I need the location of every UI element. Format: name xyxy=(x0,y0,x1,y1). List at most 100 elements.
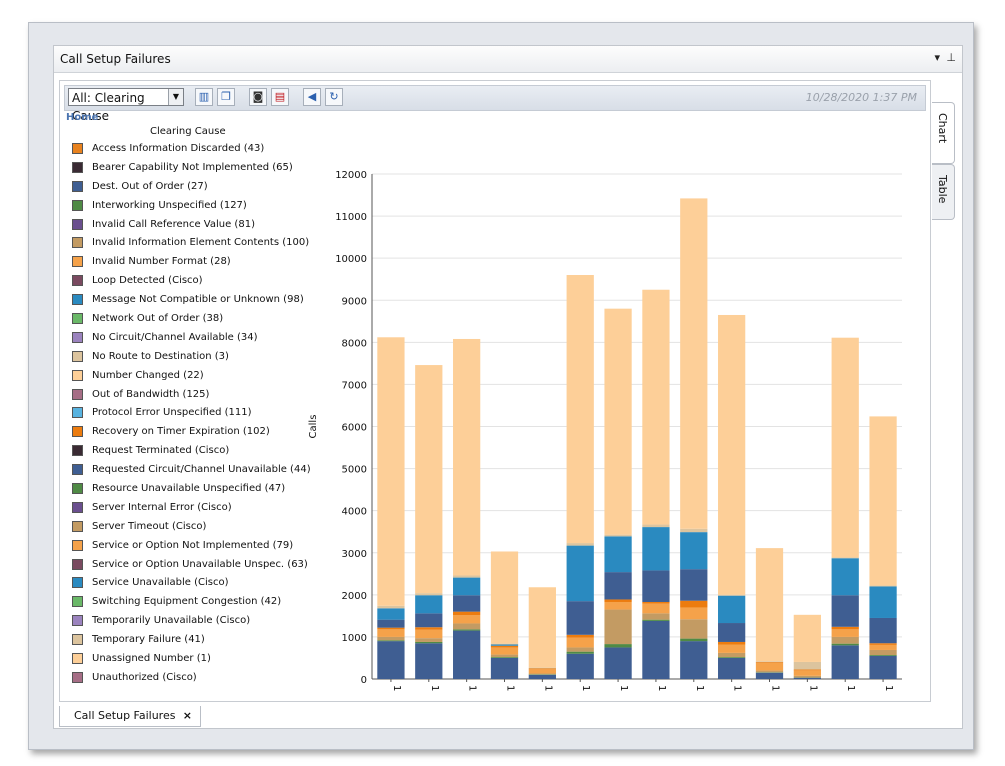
y-tick-label: 4000 xyxy=(342,507,367,518)
legend-item-label: Invalid Call Reference Value (81) xyxy=(92,218,255,230)
clearing-cause-select[interactable]: All: Clearing Cause ▼ xyxy=(68,88,184,123)
legend-swatch xyxy=(72,596,83,608)
bar-segment xyxy=(604,647,632,679)
legend-swatch xyxy=(72,313,83,325)
bar-chart-icon[interactable]: ▥ xyxy=(195,88,213,106)
close-icon[interactable]: × xyxy=(182,709,192,722)
refresh-icon[interactable]: ↻ xyxy=(325,88,343,106)
bar-segment xyxy=(566,634,594,638)
bar-segment xyxy=(869,655,897,656)
legend-item-label: Bearer Capability Not Implemented (65) xyxy=(92,161,293,173)
legend-swatch xyxy=(72,577,83,589)
toolbar: All: Clearing Cause ▼ ▥ ❐ ◙ ▤ ◀ ↻ 10/28/… xyxy=(64,85,926,123)
bar-segment xyxy=(718,657,746,679)
document-tab[interactable]: Call Setup Failures × xyxy=(59,706,201,727)
bar-segment xyxy=(415,638,443,642)
bar-segment xyxy=(642,524,670,528)
legend-item-label: Out of Bandwidth (125) xyxy=(92,388,210,400)
bar-segment xyxy=(718,657,746,658)
tab-table[interactable]: Table xyxy=(932,164,955,220)
bar-segment xyxy=(604,644,632,648)
bar-segment xyxy=(642,601,670,604)
legend-item-label: Unassigned Number (1) xyxy=(92,653,211,665)
bar-segment xyxy=(680,532,708,570)
chevron-down-icon[interactable]: ▾ xyxy=(934,51,940,64)
y-tick-label: 9000 xyxy=(342,296,367,307)
legend-item-label: Network Out of Order (38) xyxy=(92,313,224,325)
bar-segment xyxy=(680,528,708,533)
y-tick-label: 12000 xyxy=(335,170,367,181)
tab-chart-label: Chart xyxy=(936,113,949,144)
bar-segment xyxy=(642,289,670,525)
pin-icon[interactable]: ⊥ xyxy=(946,51,956,64)
bar-segment xyxy=(566,601,594,635)
bar-segment xyxy=(415,613,443,628)
bar-segment xyxy=(566,543,594,546)
back-icon[interactable]: ◀ xyxy=(303,88,321,106)
x-tick-label: 10/20/20 xyxy=(618,685,629,691)
legend-item-label: Invalid Information Element Contents (10… xyxy=(92,237,310,249)
legend-swatch xyxy=(72,501,83,513)
legend-item-label: No Circuit/Channel Available (34) xyxy=(92,331,258,343)
bar-segment xyxy=(528,669,556,674)
bar-segment xyxy=(566,637,594,648)
bar-segment xyxy=(604,534,632,537)
bar-segment xyxy=(377,629,405,637)
y-tick-label: 6000 xyxy=(342,423,367,434)
bar-segment xyxy=(680,638,708,642)
bar-segment xyxy=(377,641,405,679)
legend-item-label: Protocol Error Unspecified (111) xyxy=(92,407,252,419)
legend-swatch xyxy=(72,539,83,551)
bar-segment xyxy=(604,572,632,600)
x-tick-label: 10/23/20 xyxy=(732,685,743,691)
bar-segment xyxy=(415,365,443,594)
panel-titlebar: Call Setup Failures ▾ ⊥ xyxy=(54,46,962,73)
chevron-down-icon[interactable]: ▼ xyxy=(168,89,183,105)
legend-title: Clearing Cause xyxy=(150,126,226,137)
x-tick-label: 10/16/20 xyxy=(467,685,478,691)
legend-item-label: No Route to Destination (3) xyxy=(92,350,229,362)
bar-segment xyxy=(680,607,708,620)
bar-segment xyxy=(793,669,821,671)
bar-segment xyxy=(566,545,594,602)
bar-segment xyxy=(453,575,481,578)
legend-item-label: Invalid Number Format (28) xyxy=(92,256,231,268)
x-tick-label: 10/26/20 xyxy=(845,685,856,691)
camera-icon[interactable]: ◙ xyxy=(249,88,267,106)
legend-swatch xyxy=(72,634,83,646)
legend-swatch xyxy=(72,161,83,173)
x-tick-label: 10/21/20 xyxy=(656,685,667,691)
bar-segment xyxy=(831,645,859,679)
bar-segment xyxy=(377,619,405,628)
bar-segment xyxy=(755,662,784,664)
legend-swatch xyxy=(72,294,83,306)
legend-item-label: Service or Option Unavailable Unspec. (6… xyxy=(92,558,308,570)
legend-item-label: Requested Circuit/Channel Unavailable (4… xyxy=(92,464,311,476)
pdf-icon[interactable]: ▤ xyxy=(271,88,289,106)
x-tick-label: 10/14/20 xyxy=(391,685,402,691)
bar-segment xyxy=(415,595,443,614)
bar-segment xyxy=(869,416,897,586)
tab-chart[interactable]: Chart xyxy=(932,102,955,164)
legend-item-label: Loop Detected (Cisco) xyxy=(92,275,203,287)
bar-segment xyxy=(566,275,594,544)
bar-segment xyxy=(793,614,821,662)
bar-segment xyxy=(642,619,670,621)
bar-segment xyxy=(718,594,746,596)
legend-swatch xyxy=(72,143,83,154)
bar-segment xyxy=(604,599,632,602)
legend-item-label: Server Internal Error (Cisco) xyxy=(92,501,232,513)
bar-segment xyxy=(869,617,897,644)
bar-segment xyxy=(831,557,859,559)
bar-segment xyxy=(755,548,784,662)
bar-segment xyxy=(415,643,443,679)
bar-segment xyxy=(490,644,519,646)
copy-icon[interactable]: ❐ xyxy=(217,88,235,106)
legend-item-label: Access Information Discarded (43) xyxy=(92,143,265,154)
x-tick-label: 10/27/20 xyxy=(883,685,894,691)
bar-segment xyxy=(377,640,405,642)
bar-segment xyxy=(755,670,784,673)
y-tick-label: 2000 xyxy=(342,591,367,602)
legend-item-label: Interworking Unspecified (127) xyxy=(92,199,247,211)
breadcrumb-home[interactable]: Home xyxy=(66,112,99,123)
